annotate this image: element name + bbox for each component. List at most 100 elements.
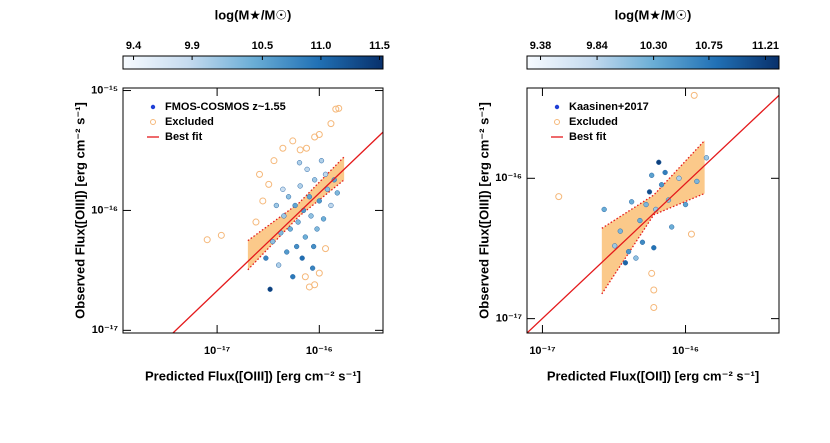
data-point <box>662 169 668 176</box>
data-point <box>318 158 325 164</box>
data-point <box>270 238 276 245</box>
excluded-point <box>270 157 278 165</box>
colorbar-tick-label: 10.75 <box>695 40 723 52</box>
colorbar-tick-label: 9.9 <box>184 40 199 52</box>
excluded-point <box>648 269 656 277</box>
data-point <box>703 155 710 161</box>
data-point <box>267 286 273 292</box>
data-point <box>280 186 286 192</box>
excluded-point <box>265 180 273 188</box>
x-tick-label: 10⁻¹⁶ <box>306 345 333 357</box>
data-point <box>287 226 293 232</box>
x-tick-label: 10⁻¹⁶ <box>672 345 699 357</box>
colorbar-tick-label: 9.38 <box>530 40 551 52</box>
colorbar-label: log(M★/M☉) <box>615 7 692 22</box>
excluded-point <box>322 245 330 253</box>
legend-marker <box>554 119 560 125</box>
excluded-point <box>256 170 264 178</box>
data-point <box>304 166 310 173</box>
colorbar-tick-label: 9.84 <box>586 40 608 52</box>
data-point <box>617 228 623 234</box>
fit-line <box>527 94 779 333</box>
excluded-point <box>650 286 658 294</box>
y-tick-label: 10⁻¹⁷ <box>92 324 119 336</box>
plot-area <box>172 104 383 333</box>
x-axis-label: Predicted Flux([OII]) [erg cm⁻² s⁻¹] <box>547 368 759 383</box>
colorbar-tick-label: 11.21 <box>752 40 779 52</box>
excluded-point <box>259 197 267 205</box>
data-point <box>302 234 308 240</box>
excluded-point <box>279 144 287 152</box>
colorbar-tick-label: 9.4 <box>126 40 142 52</box>
colorbar-tick-label: 10.30 <box>640 40 668 52</box>
excluded-point <box>687 230 695 238</box>
data-point <box>308 213 314 219</box>
data-point <box>656 159 662 165</box>
y-tick-label: 10⁻¹⁶ <box>91 204 118 216</box>
y-tick-label: 10⁻¹⁶ <box>495 172 522 184</box>
y-tick-label: 10⁻¹⁵ <box>91 84 118 96</box>
data-point <box>694 178 700 185</box>
data-point <box>334 190 340 196</box>
colorbar <box>122 55 384 70</box>
legend-label: Best fit <box>165 131 203 143</box>
excluded-point <box>555 193 563 201</box>
data-point <box>322 171 329 177</box>
legend-label: Excluded <box>569 116 618 128</box>
fit-band-lower <box>601 192 705 295</box>
y-tick-label: 10⁻¹⁷ <box>496 313 523 325</box>
data-point <box>639 239 646 245</box>
plot-frame <box>526 87 780 334</box>
legend-label: Best fit <box>569 131 607 143</box>
data-point <box>682 201 689 208</box>
excluded-point <box>252 218 260 226</box>
excluded-point <box>690 91 698 99</box>
data-point <box>328 202 334 209</box>
data-point <box>306 194 313 200</box>
fit-band-upper <box>247 156 345 242</box>
colorbar-tick-label: 10.5 <box>252 40 273 52</box>
legend-label: Excluded <box>165 116 214 128</box>
excluded-point <box>315 130 323 138</box>
legend-marker <box>150 119 156 125</box>
excluded-point <box>203 236 211 244</box>
data-point <box>331 177 337 183</box>
data-point <box>628 199 635 205</box>
data-point <box>651 245 657 251</box>
data-point <box>311 177 318 183</box>
excluded-point <box>315 269 323 277</box>
data-point <box>669 224 675 230</box>
x-tick-label: 10⁻¹⁷ <box>204 345 231 357</box>
data-point <box>612 243 618 249</box>
excluded-point <box>217 231 225 239</box>
data-point <box>324 186 331 192</box>
fit-line <box>172 131 383 333</box>
colorbar <box>526 55 780 70</box>
excluded-point <box>327 120 335 128</box>
excluded-point <box>650 304 658 312</box>
data-point <box>622 260 629 266</box>
legend-marker <box>554 104 560 110</box>
x-axis-label: Predicted Flux([OIII]) [erg cm⁻² s⁻¹] <box>145 368 361 383</box>
x-tick-label: 10⁻¹⁷ <box>529 345 556 357</box>
data-point <box>310 243 317 250</box>
data-point <box>297 183 303 189</box>
data-point <box>281 213 287 219</box>
excluded-point <box>301 273 309 281</box>
data-point <box>284 249 290 255</box>
legend-label: Kaasinen+2017 <box>569 101 649 113</box>
excluded-point <box>289 137 297 145</box>
data-point <box>649 172 655 178</box>
data-point <box>273 202 280 209</box>
plot-frame <box>122 87 384 334</box>
data-point <box>320 216 327 222</box>
data-point <box>299 255 305 261</box>
data-point <box>658 182 665 188</box>
data-point <box>637 217 643 224</box>
data-point <box>314 226 320 232</box>
data-point <box>309 265 316 271</box>
data-point <box>643 201 649 208</box>
fit-band-lower <box>247 179 345 271</box>
data-point <box>295 219 301 225</box>
